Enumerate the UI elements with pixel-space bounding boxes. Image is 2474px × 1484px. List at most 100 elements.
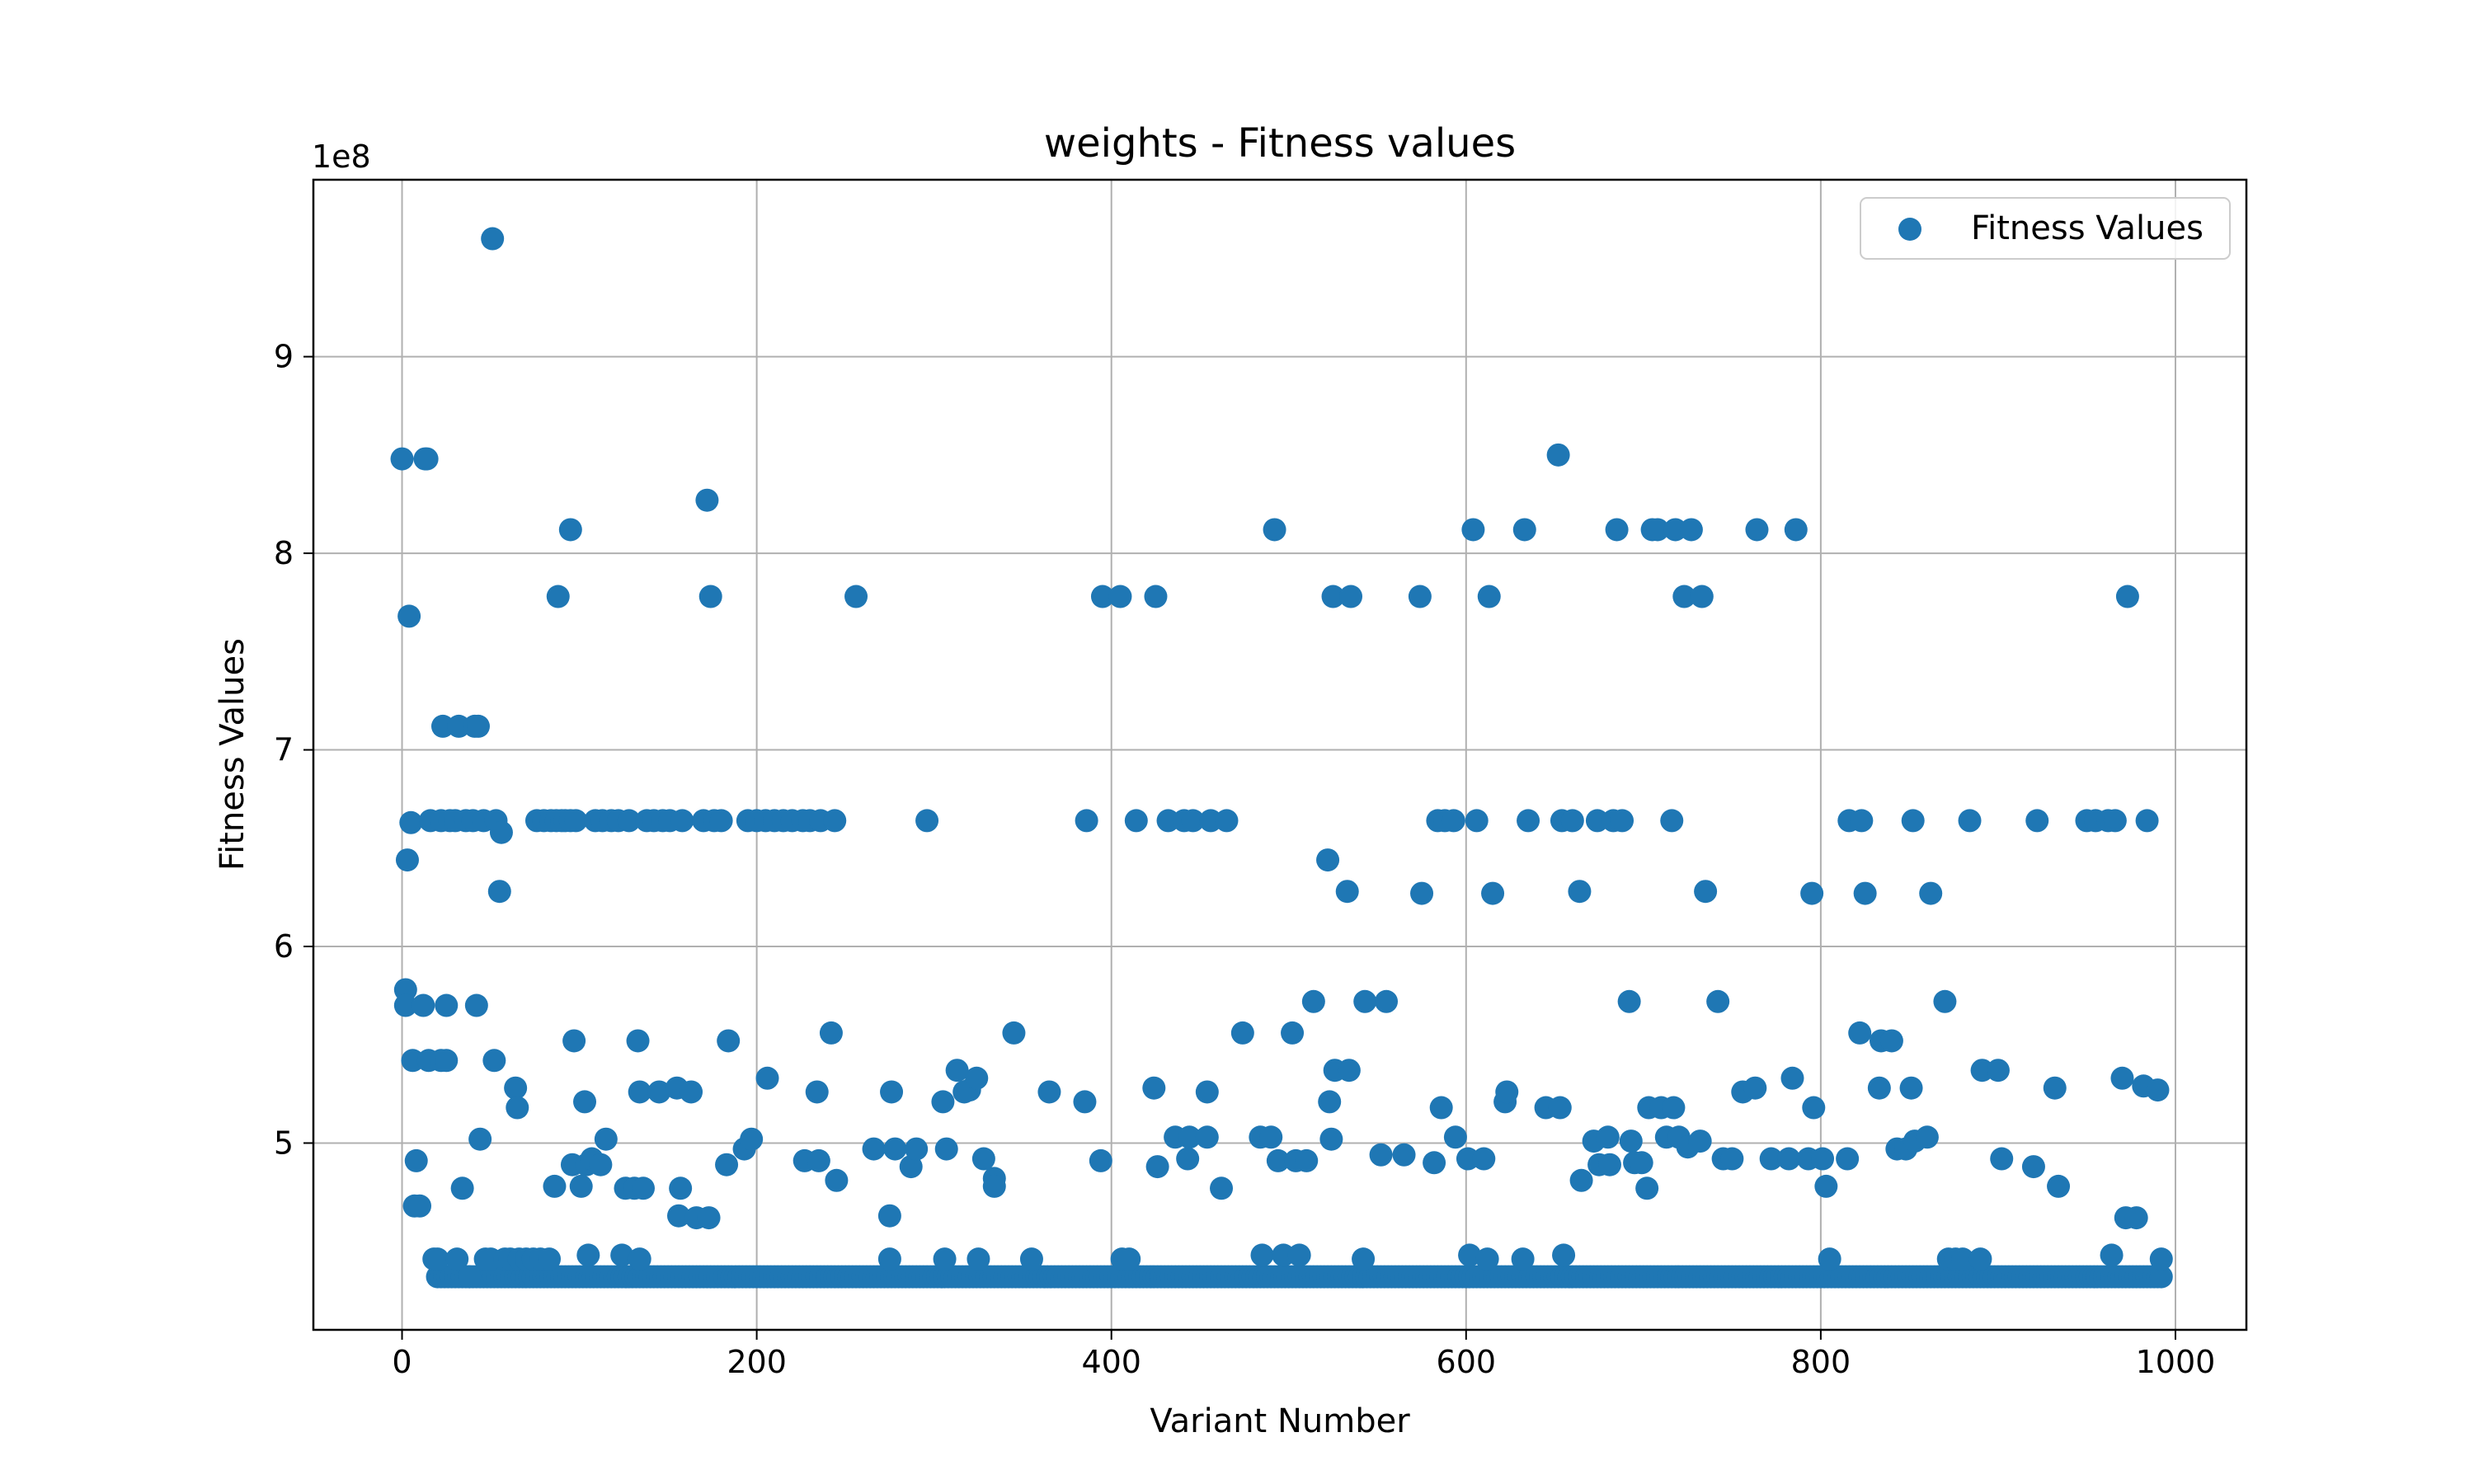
data-point [1617, 989, 1641, 1013]
data-point [1337, 1059, 1361, 1082]
data-point [1800, 881, 1824, 905]
data-point [1215, 809, 1239, 833]
data-point [877, 1204, 901, 1228]
data-point [1901, 809, 1925, 833]
data-point [899, 1155, 923, 1179]
data-point [626, 1029, 650, 1053]
data-point [1950, 1247, 1974, 1271]
data-point [558, 518, 582, 542]
data-point [1836, 1147, 1860, 1171]
data-point [2115, 585, 2139, 608]
data-point [1560, 809, 1584, 833]
y-tick-label: 5 [274, 1125, 294, 1161]
data-point [546, 585, 570, 608]
data-point [1002, 1021, 1026, 1045]
data-point [458, 1265, 482, 1289]
data-point [1745, 518, 1769, 542]
data-point [1879, 1029, 1903, 1053]
data-point [982, 1174, 1006, 1198]
data-point [482, 1049, 506, 1073]
data-point [819, 1021, 843, 1045]
data-point [1287, 1243, 1311, 1267]
data-point [680, 1080, 703, 1104]
data-point [709, 809, 733, 833]
data-point [468, 1127, 492, 1151]
data-point [1706, 989, 1730, 1013]
data-point [1199, 809, 1223, 833]
data-point [1263, 518, 1286, 542]
data-point [666, 1204, 690, 1228]
data-point [1517, 809, 1540, 833]
data-point [1899, 1076, 1923, 1100]
y-tick-label: 9 [274, 339, 294, 375]
data-point [447, 714, 471, 738]
data-point [489, 820, 513, 844]
data-point [1958, 809, 1982, 833]
data-point [2043, 1076, 2067, 1100]
data-point [1672, 585, 1696, 608]
legend: Fitness Values [1860, 197, 2231, 260]
data-point [1811, 1147, 1835, 1171]
data-point [395, 848, 419, 872]
data-point [1853, 881, 1877, 905]
data-point [610, 1243, 634, 1267]
data-point [1477, 585, 1501, 608]
data-point [2146, 1078, 2170, 1102]
data-point [1458, 1243, 1482, 1267]
data-point [967, 1247, 990, 1271]
data-point [506, 1096, 529, 1120]
data-point [1802, 1096, 1826, 1120]
data-point [1230, 1021, 1254, 1045]
data-point [1814, 1174, 1838, 1198]
data-point [1933, 989, 1957, 1013]
data-point [1690, 585, 1714, 608]
data-point [464, 993, 488, 1017]
data-point [1316, 848, 1340, 872]
x-tick-label: 600 [1437, 1344, 1497, 1380]
data-point [562, 1029, 586, 1053]
data-point [825, 1168, 849, 1192]
legend-marker [1898, 218, 1921, 241]
data-point [538, 1247, 562, 1271]
data-point [1919, 881, 1943, 905]
data-point [1597, 1153, 1621, 1176]
data-point [404, 1148, 428, 1172]
data-point [617, 809, 641, 833]
data-point [1548, 1096, 1572, 1120]
x-tick-label: 200 [727, 1344, 787, 1380]
data-point [2025, 809, 2049, 833]
data-point [1970, 1059, 1994, 1082]
data-point [2100, 1243, 2124, 1267]
y-axis-label: Fitness Values [214, 638, 252, 871]
data-point [1688, 1129, 1712, 1153]
data-point [564, 809, 588, 833]
data-point [1145, 1155, 1169, 1179]
data-point [971, 1147, 995, 1171]
data-point [450, 1176, 474, 1200]
data-point [1124, 809, 1148, 833]
y-tick-label: 8 [274, 535, 294, 571]
data-point [1472, 1147, 1496, 1171]
data-point [2135, 809, 2159, 833]
data-point [1375, 989, 1399, 1013]
data-point [862, 1137, 886, 1161]
data-point [415, 447, 439, 471]
y-axis-offset-label: 1e8 [312, 139, 371, 175]
data-point [1596, 1125, 1620, 1149]
data-point [1117, 1247, 1141, 1271]
plot-frame [312, 178, 2248, 1331]
data-point [1465, 809, 1489, 833]
data-point [1546, 443, 1570, 467]
data-point [1635, 1176, 1659, 1200]
data-point [1073, 1090, 1097, 1114]
data-point [1784, 518, 1808, 542]
data-point [670, 809, 694, 833]
data-point [945, 1059, 969, 1082]
data-point [915, 809, 939, 833]
data-point [426, 1247, 449, 1271]
data-point [2021, 1155, 2045, 1179]
data-point [1456, 1147, 1479, 1171]
data-point [1777, 1147, 1801, 1171]
data-point [1512, 518, 1536, 542]
data-point [1511, 1247, 1535, 1271]
